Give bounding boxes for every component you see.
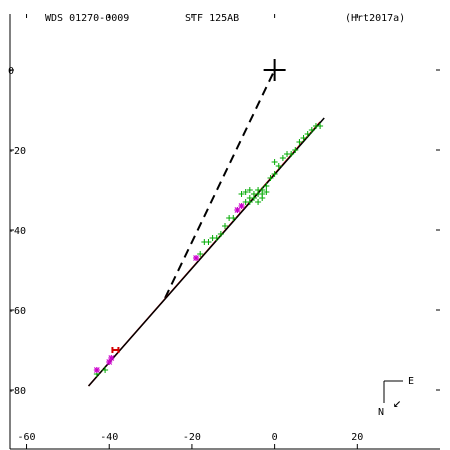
header-right: (Hrt2017a) [345, 13, 405, 24]
orbit-line [87, 117, 325, 387]
compass: E N ↙ [378, 376, 414, 418]
compass-north-label: N [378, 407, 384, 418]
x-tick-label: -20 [183, 432, 201, 443]
magenta-star-point [93, 367, 100, 373]
x-tick-label: -60 [18, 432, 36, 443]
compass-arrow-icon: ↙ [393, 395, 401, 411]
y-tick-label: 0 [8, 66, 14, 77]
measurement-points [93, 123, 324, 377]
axis-ticks [10, 14, 440, 449]
y-tick-label: -40 [8, 226, 26, 237]
magenta-star-point [108, 355, 115, 361]
node-line-dashed [164, 69, 276, 299]
magenta-star-point [193, 255, 199, 261]
x-tick-label: 20 [351, 432, 363, 443]
orbit-lines [87, 59, 325, 387]
y-tick-label: -20 [8, 146, 26, 157]
header-left: WDS 01270-0009 [45, 13, 129, 24]
x-tick-label: -40 [100, 432, 118, 443]
y-tick-label: -80 [8, 386, 26, 397]
plot-frame [9, 14, 440, 450]
magenta-star-point [238, 203, 245, 209]
y-tick-label: -60 [8, 306, 26, 317]
header-center: STF 125AB [185, 13, 239, 24]
compass-east-label: E [408, 376, 414, 387]
tick-labels: 0 -20 -40 -60 -80 -60 -40 -20 0 20 [8, 66, 363, 443]
x-tick-label: 0 [272, 432, 278, 443]
